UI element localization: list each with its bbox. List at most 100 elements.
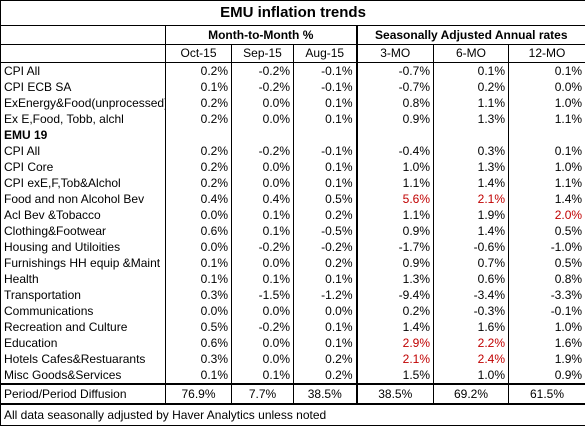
table-cell: 0.2% bbox=[165, 159, 232, 175]
table-cell: 0.4% bbox=[165, 191, 232, 207]
table-cell: -0.2% bbox=[231, 239, 294, 255]
table-cell: 2.4% bbox=[433, 351, 509, 367]
table-cell: -0.3% bbox=[433, 303, 509, 319]
col-header-6mo: 6-MO bbox=[433, 44, 509, 63]
table-cell: 0.2% bbox=[165, 95, 232, 111]
table-cell: 0.6% bbox=[165, 335, 232, 351]
table-cell: 0.9% bbox=[355, 255, 434, 271]
table-cell: -9.4% bbox=[355, 287, 434, 303]
row-label: Communications bbox=[4, 304, 94, 318]
table-cell: 0.0% bbox=[165, 303, 232, 319]
table-cell: 0.2% bbox=[433, 79, 509, 95]
table-cell: -3.3% bbox=[507, 287, 585, 303]
table-cell: -3.4% bbox=[433, 287, 509, 303]
table-cell: 1.0% bbox=[355, 159, 434, 175]
table-cell: 0.2% bbox=[165, 143, 232, 159]
col-header-sep-15: Sep-15 bbox=[231, 44, 294, 63]
table-cell bbox=[231, 127, 294, 143]
row-label: Furnishings HH equip &Maint bbox=[4, 256, 161, 270]
table-cell: 0.8% bbox=[355, 95, 434, 111]
table-cell: -0.6% bbox=[433, 239, 509, 255]
col-header-aug-15: Aug-15 bbox=[293, 44, 357, 63]
table-cell: 0.1% bbox=[231, 223, 294, 239]
table-cell: 1.3% bbox=[433, 159, 509, 175]
table-cell: 1.4% bbox=[355, 319, 434, 335]
diffusion-label: Period/Period Diffusion bbox=[0, 383, 166, 405]
table-cell: 1.3% bbox=[433, 111, 509, 127]
table-cell: 0.2% bbox=[165, 175, 232, 191]
table-cell: -0.1% bbox=[293, 79, 357, 95]
table-cell: 0.7% bbox=[433, 255, 509, 271]
diffusion-cell: 76.9% bbox=[165, 383, 232, 405]
table-cell: 0.2% bbox=[355, 303, 434, 319]
table-row: Acl Bev &Tobacco 0.0% 0.1% 0.2% 1.1% 1.9% 2.0% bbox=[1, 207, 585, 223]
row-label: CPI exE,F,Tob&Alchol bbox=[4, 176, 121, 190]
table-cell bbox=[293, 127, 357, 143]
diffusion-cell: 38.5% bbox=[293, 383, 357, 405]
table-row: Housing and Utiloities 0.0% -0.2% -0.2% -1.7… bbox=[1, 239, 585, 255]
row-label: CPI ECB SA bbox=[4, 80, 72, 94]
table-cell: 0.6% bbox=[433, 271, 509, 287]
table-cell: 1.4% bbox=[433, 175, 509, 191]
table-cell: 0.5% bbox=[507, 223, 585, 239]
table-cell: 2.2% bbox=[433, 335, 509, 351]
table-cell: 0.9% bbox=[355, 223, 434, 239]
row-label: Health bbox=[4, 272, 39, 286]
table-cell: 0.1% bbox=[293, 175, 357, 191]
table-cell: -0.4% bbox=[355, 143, 434, 159]
table-cell: 2.0% bbox=[507, 207, 585, 223]
table-cell: 0.2% bbox=[293, 367, 357, 384]
diffusion-cell: 61.5% bbox=[507, 383, 585, 405]
table-cell: 0.1% bbox=[293, 271, 357, 287]
row-label: Ex E,Food, Tobb, alchl bbox=[4, 112, 124, 126]
table-cell: 0.0% bbox=[165, 239, 232, 255]
table-row: Furnishings HH equip &Maint 0.1% 0.0% 0.2% 0… bbox=[1, 255, 585, 271]
table-cell: 0.2% bbox=[165, 111, 232, 127]
table-cell: -0.2% bbox=[293, 239, 357, 255]
table-row: CPI All 0.2% -0.2% -0.1% -0.4% 0.3% 0.1% bbox=[1, 143, 585, 159]
row-label: Education bbox=[4, 336, 58, 350]
table-cell bbox=[507, 127, 585, 143]
table-cell: 0.1% bbox=[293, 111, 357, 127]
table-row: Education 0.6% 0.0% 0.1% 2.9% 2.2% 1.6% bbox=[1, 335, 585, 351]
table-row: CPI exE,F,Tob&Alchol 0.2% 0.0% 0.1% 1.1% 1.4%… bbox=[1, 175, 585, 191]
table-cell: -1.5% bbox=[231, 287, 294, 303]
table-row: Ex E,Food, Tobb, alchl 0.2% 0.0% 0.1% 0.9% 1.… bbox=[1, 111, 585, 127]
table-cell: 1.1% bbox=[507, 175, 585, 191]
table-cell: -0.2% bbox=[231, 143, 294, 159]
table-cell: 0.1% bbox=[433, 62, 509, 79]
table-cell: 0.0% bbox=[231, 335, 294, 351]
table-cell: 1.5% bbox=[355, 367, 434, 384]
table-row: CPI Core 0.2% 0.0% 0.1% 1.0% 1.3% 1.0% bbox=[1, 159, 585, 175]
diffusion-cell: 38.5% bbox=[355, 383, 434, 405]
table-cell: 0.5% bbox=[165, 319, 232, 335]
table-cell: -0.1% bbox=[507, 303, 585, 319]
table-cell: -0.1% bbox=[293, 62, 357, 79]
row-label: ExEnergy&Food(unprocessed) bbox=[4, 96, 166, 110]
table-cell: -1.7% bbox=[355, 239, 434, 255]
table-cell: 0.0% bbox=[507, 79, 585, 95]
table-cell: 0.5% bbox=[507, 255, 585, 271]
table-cell: 0.1% bbox=[231, 367, 294, 384]
table-cell: 0.3% bbox=[165, 351, 232, 367]
table-row: Clothing&Footwear 0.6% 0.1% -0.5% 0.9% 1.4% 0.… bbox=[1, 223, 585, 239]
table-cell: -0.5% bbox=[293, 223, 357, 239]
table-cell: 0.6% bbox=[165, 223, 232, 239]
table-cell: 1.4% bbox=[433, 223, 509, 239]
inflation-table: EMU inflation trends Month-to-Month % Se… bbox=[0, 0, 585, 426]
row-label: Clothing&Footwear bbox=[4, 224, 107, 238]
table-cell: 0.1% bbox=[231, 271, 294, 287]
mom-group-header: Month-to-Month % bbox=[165, 25, 357, 45]
diffusion-cell: 7.7% bbox=[231, 383, 294, 405]
table-cell: 0.0% bbox=[231, 175, 294, 191]
table-cell: 1.3% bbox=[355, 271, 434, 287]
table-row: EMU 19 bbox=[1, 127, 585, 143]
table-cell: 0.4% bbox=[231, 191, 294, 207]
table-cell: 1.1% bbox=[507, 111, 585, 127]
col-header-12mo: 12-MO bbox=[507, 44, 585, 63]
row-label: Hotels Cafes&Restuarants bbox=[4, 352, 146, 366]
col-header-oct-15: Oct-15 bbox=[165, 44, 232, 63]
table-cell: -0.2% bbox=[231, 62, 294, 79]
header-spacer bbox=[0, 25, 166, 45]
diffusion-cell: 69.2% bbox=[433, 383, 509, 405]
